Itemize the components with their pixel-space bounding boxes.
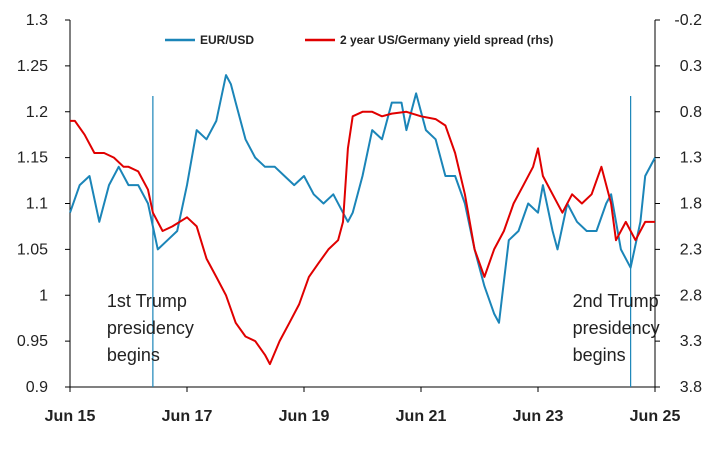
- y-right-tick-label: 0.3: [680, 58, 702, 75]
- y-left-tick-label: 1.1: [26, 196, 48, 213]
- x-tick-label: Jun 19: [279, 408, 330, 425]
- series-line-eurusd: [69, 74, 656, 324]
- y-left-tick-label: 0.9: [26, 379, 48, 396]
- x-tick-label: Jun 21: [396, 408, 447, 425]
- x-tick-label: Jun 17: [162, 408, 213, 425]
- y-left-tick-label: 1.3: [26, 12, 48, 29]
- event-label: presidency: [573, 318, 660, 338]
- y-left-tick-label: 1.25: [17, 58, 48, 75]
- y-right-tick-label: 1.3: [680, 150, 702, 167]
- y-right-tick-label: 3.8: [680, 379, 702, 396]
- event-label: 2nd Trump: [573, 291, 659, 311]
- y-left-tick-label: 0.95: [17, 333, 48, 350]
- x-tick-label: Jun 15: [45, 408, 96, 425]
- event-label: 1st Trump: [107, 291, 187, 311]
- legend: EUR/USD 2 year US/Germany yield spread (…: [165, 33, 553, 47]
- y-left-tick-label: 1.2: [26, 104, 48, 121]
- event-label: begins: [107, 345, 160, 365]
- y-left-tick-label: 1.15: [17, 150, 48, 167]
- series-lines: [69, 74, 656, 366]
- legend-label-eurusd: EUR/USD: [200, 33, 254, 47]
- y-left-tick-label: 1: [39, 287, 48, 304]
- event-markers: 1st Trump presidency begins 2nd Trump presid…: [107, 96, 660, 387]
- y-left-tick-label: 1.05: [17, 241, 48, 258]
- y-right-tick-label: 1.8: [680, 196, 702, 213]
- event-label: presidency: [107, 318, 194, 338]
- y-right-tick-label: -0.2: [674, 12, 702, 29]
- x-tick-label: Jun 25: [630, 408, 681, 425]
- y-right-tick-label: 2.3: [680, 241, 702, 258]
- event-label: begins: [573, 345, 626, 365]
- y-right-tick-label: 3.3: [680, 333, 702, 350]
- series-line-spread: [70, 110, 655, 366]
- axes: 1.3 1.25 1.2 1.15 1.1 1.05 1 0.95 0.9 -0.2 0.3 0.8 1…: [17, 12, 702, 425]
- x-tick-label: Jun 23: [513, 408, 564, 425]
- y-right-tick-label: 0.8: [680, 104, 702, 121]
- legend-label-spread: 2 year US/Germany yield spread (rhs): [340, 33, 553, 47]
- y-right-tick-label: 2.8: [680, 287, 702, 304]
